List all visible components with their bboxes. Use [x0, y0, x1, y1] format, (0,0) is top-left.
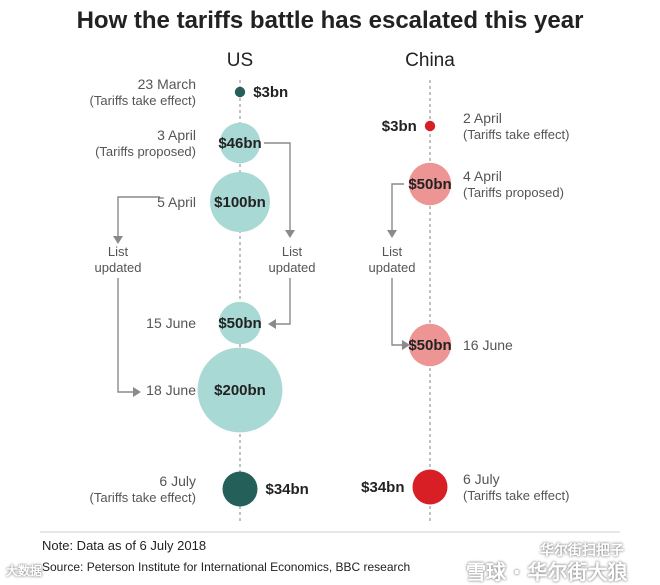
china-date-label-3: 6 July: [463, 471, 500, 487]
us-value-label-0: $3bn: [253, 84, 288, 101]
china-update-label-line1: List: [382, 244, 403, 259]
us-bubble-4: [197, 347, 283, 433]
us-left-arrow-right: [133, 387, 141, 397]
us-note-label-1: (Tariffs proposed): [95, 144, 196, 159]
china-note-label-1: (Tariffs proposed): [463, 185, 564, 200]
us-right-update-label-line2: updated: [269, 260, 316, 275]
us-bubble-5: [222, 471, 258, 507]
us-left-connector-bottom: [117, 278, 135, 393]
china-note-label-3: (Tariffs take effect): [463, 488, 569, 503]
us-bubble-3: [218, 301, 262, 345]
us-right-arrow-left: [268, 319, 276, 329]
us-date-label-2: 5 April: [157, 194, 196, 210]
us-left-update-label-line2: updated: [95, 260, 142, 275]
watermark-right-top: 华尔街扫把子: [540, 543, 624, 559]
chart-source: Source: Peterson Institute for Internati…: [42, 560, 410, 574]
watermark-left: 大数据: [6, 564, 43, 578]
us-date-label-4: 18 June: [146, 382, 196, 398]
china-note-label-0: (Tariffs take effect): [463, 127, 569, 142]
us-value-label-1: $46bn: [218, 135, 261, 152]
us-bubble-0: [234, 86, 246, 98]
us-right-arrow-down: [285, 230, 295, 238]
us-bubble-1: [219, 122, 261, 164]
chart-note: Note: Data as of 6 July 2018: [42, 538, 206, 553]
us-left-arrow-down: [113, 236, 123, 244]
china-bubble-3: [412, 469, 448, 505]
column-header-us: US: [227, 50, 253, 71]
chart-title: How the tariffs battle has escalated thi…: [77, 7, 584, 34]
us-right-connector-top: [264, 142, 291, 232]
china-update-label-line2: updated: [369, 260, 416, 275]
us-right-update-label-line1: List: [282, 244, 303, 259]
china-bubble-1: [408, 162, 452, 206]
us-value-label-2: $100bn: [214, 194, 266, 211]
us-date-label-1: 3 April: [157, 127, 196, 143]
us-note-label-5: (Tariffs take effect): [90, 490, 196, 505]
us-date-label-0: 23 March: [138, 76, 196, 92]
us-note-label-0: (Tariffs take effect): [90, 93, 196, 108]
us-left-update-label-line1: List: [108, 244, 129, 259]
us-right-connector-bottom: [274, 278, 291, 325]
column-header-china: China: [405, 50, 455, 71]
us-date-label-3: 15 June: [146, 315, 196, 331]
china-value-label-3: $34bn: [361, 479, 404, 496]
china-date-label-2: 16 June: [463, 337, 513, 353]
us-left-connector-top: [117, 196, 160, 238]
us-value-label-3: $50bn: [218, 315, 261, 332]
china-arrow-down: [387, 230, 397, 238]
china-value-label-1: $50bn: [408, 176, 451, 193]
china-connector-top: [391, 183, 404, 232]
china-bubble-2: [408, 323, 452, 367]
china-date-label-1: 4 April: [463, 168, 502, 184]
china-bubble-0: [424, 120, 436, 132]
us-value-label-4: $200bn: [214, 382, 266, 399]
china-value-label-0: $3bn: [382, 118, 417, 135]
china-connector-bottom: [391, 278, 404, 346]
us-bubble-2: [210, 172, 270, 232]
china-arrow-right: [402, 340, 410, 350]
watermark-right-bottom: 雪球 · 华尔街大狼: [466, 560, 628, 584]
us-value-label-5: $34bn: [265, 481, 308, 498]
us-date-label-5: 6 July: [159, 473, 196, 489]
china-value-label-2: $50bn: [408, 337, 451, 354]
china-date-label-0: 2 April: [463, 110, 502, 126]
